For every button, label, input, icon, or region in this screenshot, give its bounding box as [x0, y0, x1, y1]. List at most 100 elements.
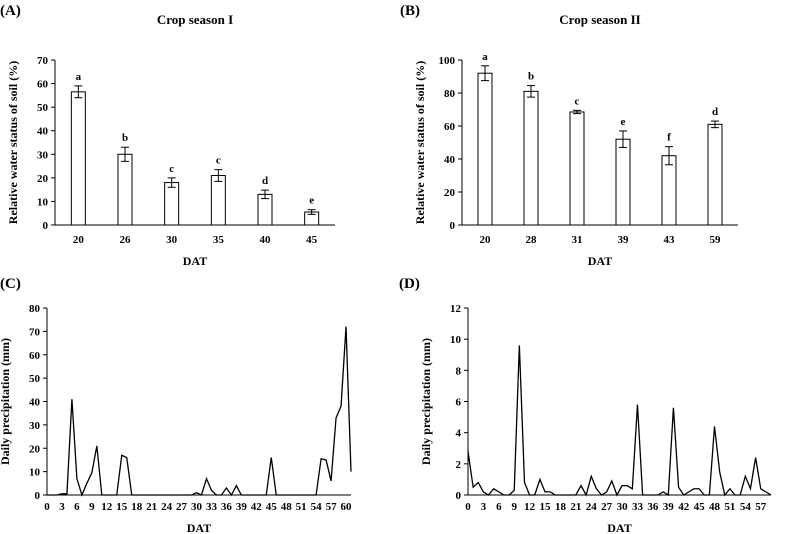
y-axis-title: Daily precipitation (mm) [419, 338, 433, 465]
significance-letter: f [667, 132, 671, 144]
y-tick-label: 0 [43, 220, 49, 232]
significance-letter: e [309, 195, 314, 207]
x-tick-label: 54 [740, 501, 752, 513]
x-tick-label: 28 [526, 234, 538, 246]
x-tick-label: 45 [266, 501, 278, 513]
y-tick-label: 10 [29, 467, 41, 479]
bar [707, 123, 723, 226]
x-tick-label: 3 [59, 501, 65, 513]
x-tick-label: 57 [326, 501, 338, 513]
y-tick-label: 80 [444, 88, 456, 100]
x-tick-label: 26 [120, 234, 132, 246]
x-tick-label: 20 [480, 234, 492, 246]
chart-panel-1: (A) Crop season I 0 10 20 30 40 50 60 70 Relative … [0, 3, 335, 268]
y-tick-label: 80 [29, 303, 41, 315]
y-tick-label: 40 [37, 126, 49, 138]
x-tick-label: 6 [496, 501, 502, 513]
bar [615, 138, 631, 226]
y-tick-label: 50 [37, 102, 49, 114]
y-axis-title: Daily precipitation (mm) [0, 338, 12, 465]
bar [523, 90, 539, 226]
x-tick-label: 39 [236, 501, 248, 513]
x-tick-label: 48 [709, 501, 721, 513]
x-tick-label: 21 [146, 501, 157, 513]
significance-letter: e [621, 116, 626, 128]
y-tick-label: 6 [456, 397, 462, 409]
chart-panel-2: (B) Crop season II 0 20 40 60 80 100 Relative wa… [400, 3, 738, 268]
y-tick-label: 70 [29, 326, 41, 338]
precipitation-line [467, 345, 772, 497]
x-tick-label: 12 [101, 501, 113, 513]
x-tick-label: 15 [540, 501, 552, 513]
bar [117, 153, 133, 226]
y-tick-label: 0 [450, 220, 456, 232]
bar [569, 111, 585, 226]
x-tick-label: 45 [306, 234, 318, 246]
x-tick-label: 42 [251, 501, 263, 513]
x-tick-label: 24 [161, 501, 173, 513]
y-tick-label: 20 [37, 173, 49, 185]
bar [164, 182, 180, 226]
y-tick-label: 2 [456, 459, 462, 471]
x-tick-label: 31 [572, 234, 583, 246]
x-tick-label: 6 [74, 501, 80, 513]
y-tick-label: 30 [29, 420, 41, 432]
panel-label: (B) [400, 3, 420, 19]
x-tick-label: 51 [724, 501, 735, 513]
y-axis-title: Relative water status of soil (%) [413, 61, 427, 224]
x-tick-label: 39 [663, 501, 675, 513]
panel-label: (C) [0, 276, 21, 292]
x-tick-label: 9 [89, 501, 95, 513]
significance-letter: c [169, 163, 174, 175]
y-tick-label: 0 [35, 490, 41, 502]
y-tick-label: 4 [456, 428, 462, 440]
x-axis-title: DAT [187, 521, 211, 534]
bar [70, 91, 86, 226]
y-tick-label: 40 [444, 154, 456, 166]
x-tick-label: 59 [710, 234, 722, 246]
x-tick-label: 24 [586, 501, 598, 513]
x-tick-label: 51 [296, 501, 307, 513]
chart-title: Crop season I [157, 12, 233, 27]
y-tick-label: 30 [37, 149, 49, 161]
bar [210, 175, 226, 226]
x-tick-label: 20 [73, 234, 85, 246]
x-tick-label: 45 [694, 501, 706, 513]
significance-letter: c [575, 95, 580, 107]
panel-label: (A) [0, 3, 21, 19]
precipitation-line [47, 326, 352, 497]
x-tick-label: 30 [617, 501, 629, 513]
x-tick-label: 42 [678, 501, 690, 513]
significance-letter: a [76, 71, 82, 83]
y-tick-label: 0 [456, 490, 462, 502]
y-tick-label: 60 [29, 350, 41, 362]
x-tick-label: 30 [191, 501, 203, 513]
x-tick-label: 60 [341, 501, 353, 513]
x-tick-label: 36 [221, 501, 233, 513]
y-axis-title: Relative water status of soil (%) [6, 61, 20, 224]
y-tick-label: 20 [29, 443, 41, 455]
x-tick-label: 27 [601, 501, 613, 513]
x-tick-label: 30 [166, 234, 178, 246]
y-tick-label: 8 [456, 365, 462, 377]
significance-letter: b [528, 71, 534, 83]
y-tick-label: 10 [37, 196, 49, 208]
x-tick-label: 18 [131, 501, 143, 513]
significance-letter: d [712, 106, 718, 118]
y-tick-label: 60 [37, 79, 49, 91]
x-tick-label: 54 [311, 501, 323, 513]
y-tick-label: 60 [444, 121, 456, 133]
y-tick-label: 12 [450, 303, 462, 315]
bar [661, 155, 677, 226]
panel-label: (D) [399, 276, 420, 292]
x-tick-label: 33 [206, 501, 218, 513]
y-tick-label: 50 [29, 373, 41, 385]
x-tick-label: 9 [511, 501, 517, 513]
x-tick-label: 43 [664, 234, 676, 246]
significance-letter: b [122, 132, 128, 144]
x-axis-title: DAT [607, 521, 631, 534]
x-tick-label: 21 [570, 501, 581, 513]
